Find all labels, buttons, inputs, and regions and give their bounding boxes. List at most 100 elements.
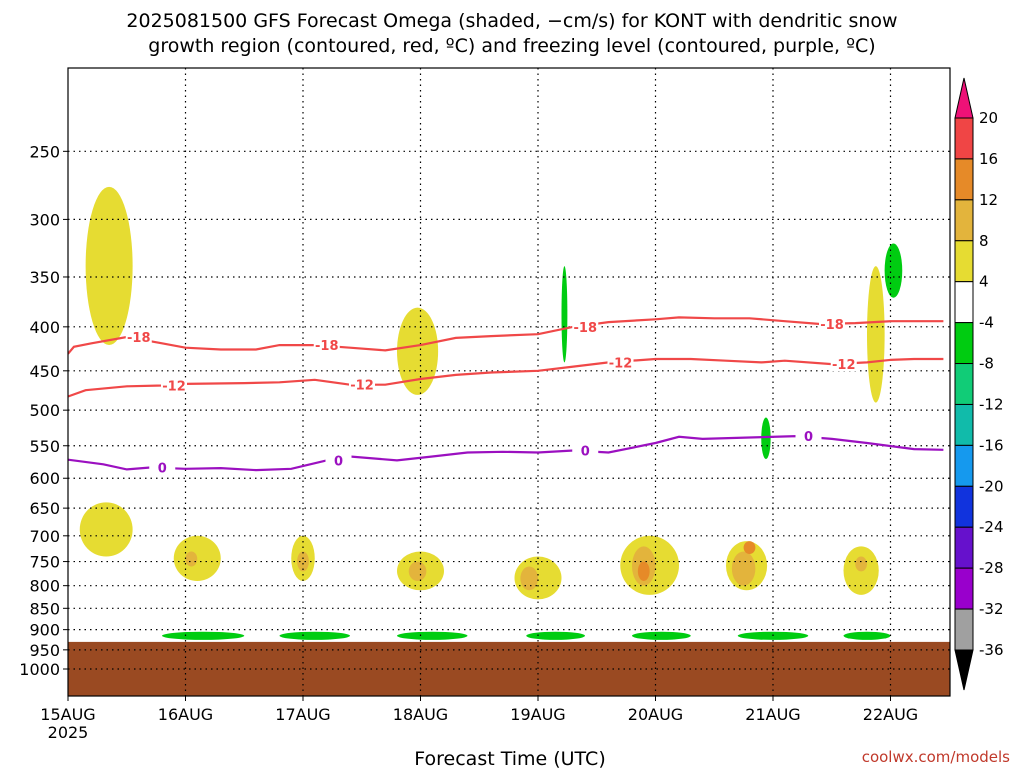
colorbar-swatch-1 <box>954 158 974 201</box>
contour-label--18: -18 <box>127 331 151 346</box>
contour-label-bg <box>819 316 845 332</box>
contour-label-bg <box>830 356 857 372</box>
contour-red--12 <box>68 357 944 398</box>
x-tick-label-17AUG: 17AUG <box>275 705 330 724</box>
colorbar-top-arrow <box>954 77 974 119</box>
contour-label--12: -12 <box>832 358 856 373</box>
colorbar-swatch-7 <box>954 403 974 446</box>
contour-label--12: -12 <box>609 356 633 371</box>
x-year-label: 2025 <box>48 723 89 742</box>
chart-title-line1: 2025081500 GFS Forecast Omega (shaded, −… <box>126 10 897 32</box>
omega-shade-3 <box>185 551 198 567</box>
contour-label--18: -18 <box>315 339 339 354</box>
contour-labels: -18 -18 -18 -18 -12 -12 -12 -12 0 0 0 0 <box>125 316 857 477</box>
omega-shade-5 <box>297 551 309 572</box>
contour-label--18: -18 <box>820 318 844 333</box>
omega-shade-2 <box>173 535 221 581</box>
y-tick-label-500: 500 <box>29 401 60 420</box>
colorbar-swatch-3 <box>954 240 974 283</box>
y-tick-label-300: 300 <box>29 210 60 229</box>
x-tick-label-20AUG: 20AUG <box>628 705 683 724</box>
colorbar-label--32: -32 <box>979 600 1004 618</box>
omega-shade-13 <box>637 561 650 581</box>
contour-lines <box>68 316 944 472</box>
contour-label-0: 0 <box>804 430 813 445</box>
colorbar-bottom-arrow <box>954 649 974 691</box>
contour-label-0: 0 <box>581 444 590 459</box>
y-tick-label-800: 800 <box>29 577 60 596</box>
colorbar-label-20: 20 <box>979 109 998 127</box>
credit-link[interactable]: coolwx.com/models <box>862 748 1010 766</box>
contour-label--12: -12 <box>350 379 374 394</box>
contour-red--18 <box>68 316 944 355</box>
omega-shade-23 <box>162 631 245 640</box>
contour-label-bg <box>161 377 187 393</box>
colorbar-label--16: -16 <box>979 436 1004 454</box>
y-tick-label-450: 450 <box>29 362 60 381</box>
y-tick-label-1000: 1000 <box>19 660 60 679</box>
colorbar-label--4: -4 <box>979 314 994 332</box>
y-tick-label-950: 950 <box>29 641 60 660</box>
colorbar-swatch-9 <box>954 485 974 528</box>
colorbar-label--8: -8 <box>979 355 994 373</box>
contour-label-0: 0 <box>334 454 343 469</box>
contour-label-bg <box>125 328 152 344</box>
contour-label-bg <box>572 318 599 334</box>
omega-shading <box>79 186 903 640</box>
x-axis-label: Forecast Time (UTC) <box>414 748 605 768</box>
x-tick-label-22AUG: 22AUG <box>863 705 918 724</box>
contour-label-0: 0 <box>158 462 167 477</box>
gridlines <box>68 68 950 696</box>
colorbar-swatch-0 <box>954 117 974 160</box>
contour-label-bg <box>325 452 352 468</box>
omega-shade-27 <box>632 631 691 640</box>
contour-label-bg <box>607 354 634 370</box>
omega-shade-29 <box>843 631 891 640</box>
omega-shade-20 <box>884 243 903 298</box>
omega-shade-1 <box>79 502 133 557</box>
colorbar-swatch-12 <box>954 608 974 651</box>
x-tick-label-15AUG: 15AUG <box>40 705 95 724</box>
omega-shade-19 <box>867 266 885 403</box>
omega-shade-18 <box>855 556 867 572</box>
y-tick-label-900: 900 <box>29 621 60 640</box>
omega-shade-16 <box>743 541 756 555</box>
omega-shade-24 <box>279 631 350 640</box>
colorbar-label--12: -12 <box>979 395 1004 413</box>
plot-frame <box>67 67 951 697</box>
colorbar: 20 16 12 8 4 -4 -8 -12 -16 -20 -24 -28 -32 -36 <box>954 77 1004 691</box>
contour-label-bg <box>149 459 176 475</box>
x-tick-label-18AUG: 18AUG <box>393 705 448 724</box>
colorbar-swatch-2 <box>954 199 974 242</box>
chart-title-line2: growth region (contoured, red, ºC) and f… <box>148 35 875 57</box>
x-axis-ticks: 15AUG 16AUG 17AUG 18AUG 19AUG 20AUG 21AUG 22AUG <box>40 696 918 724</box>
colorbar-label-12: 12 <box>979 191 998 209</box>
y-tick-label-350: 350 <box>29 268 60 287</box>
colorbar-label--20: -20 <box>979 477 1004 495</box>
colorbar-label-8: 8 <box>979 232 989 250</box>
omega-shade-26 <box>526 631 585 640</box>
contour-label-bg <box>313 337 340 353</box>
omega-shade-15 <box>731 551 756 586</box>
omega-shade-0 <box>85 186 133 346</box>
colorbar-label--24: -24 <box>979 518 1004 536</box>
colorbar-swatch-5 <box>954 322 974 365</box>
contour-label--12: -12 <box>162 379 186 394</box>
contour-purple-0 <box>68 434 944 472</box>
colorbar-label--36: -36 <box>979 641 1004 659</box>
colorbar-label-16: 16 <box>979 150 998 168</box>
y-tick-label-550: 550 <box>29 437 60 456</box>
contour-label-bg <box>349 376 375 392</box>
y-tick-label-750: 750 <box>29 553 60 572</box>
omega-shade-25 <box>397 631 468 640</box>
y-tick-label-650: 650 <box>29 499 60 518</box>
colorbar-label-4: 4 <box>979 273 989 291</box>
contour-label-bg <box>795 428 822 444</box>
contour-label-bg <box>572 442 599 458</box>
x-tick-label-21AUG: 21AUG <box>745 705 800 724</box>
omega-shade-22 <box>561 266 568 363</box>
colorbar-swatch-11 <box>954 567 974 610</box>
colorbar-swatch-6 <box>954 363 974 405</box>
